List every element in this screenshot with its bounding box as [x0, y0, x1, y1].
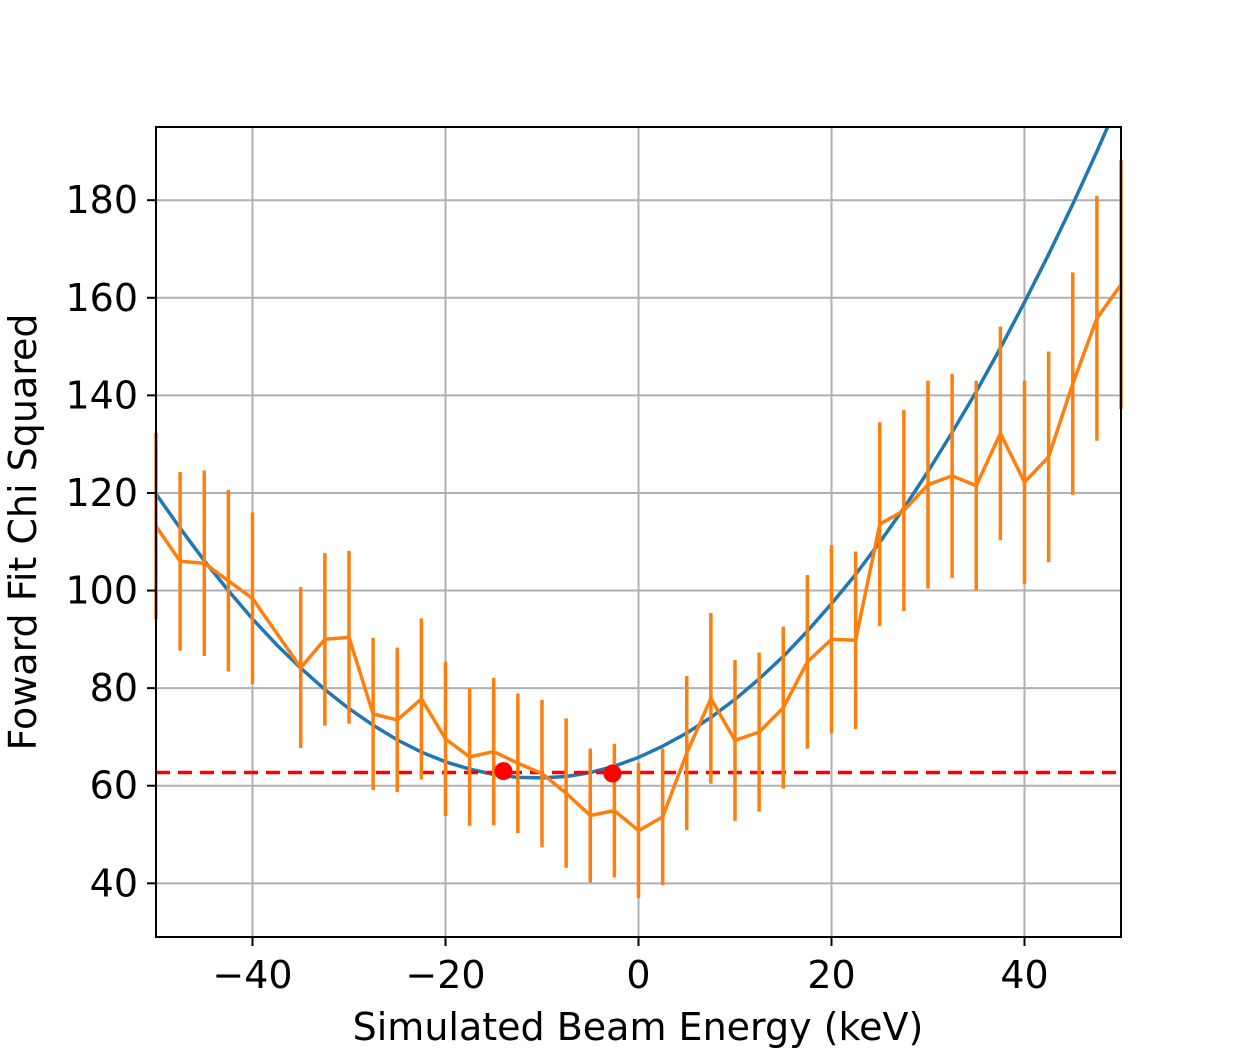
fit-curve [156, 127, 1110, 780]
y-axis-label: Foward Fit Chi Squared [1, 313, 45, 750]
y-tick-label: 120 [65, 471, 138, 515]
tick-layer: −40 −20 0 20 40 40 60 80 100 120 140 160 180 [65, 178, 1048, 997]
data-line [156, 283, 1121, 833]
y-tick-label: 40 [90, 861, 138, 905]
minimum-marker [603, 764, 622, 783]
y-tick-label: 80 [90, 666, 138, 710]
x-tick-label: 40 [1000, 953, 1048, 997]
y-tick-label: 100 [65, 569, 138, 613]
y-tick-label: 60 [90, 764, 138, 808]
x-tick-label: 0 [626, 953, 650, 997]
y-tick-label: 160 [65, 276, 138, 320]
y-tick-label: 140 [65, 373, 138, 417]
y-tick-label: 180 [65, 178, 138, 222]
x-axis-label: Simulated Beam Energy (keV) [353, 1005, 924, 1049]
fit-curve-layer [156, 127, 1110, 780]
x-tick-label: −40 [212, 953, 292, 997]
x-tick-label: −20 [405, 953, 485, 997]
data-line-layer [156, 283, 1121, 833]
marker-layer [494, 762, 622, 783]
minimum-marker [494, 762, 513, 781]
x-tick-label: 20 [807, 953, 855, 997]
errorbar-layer [154, 160, 1123, 898]
